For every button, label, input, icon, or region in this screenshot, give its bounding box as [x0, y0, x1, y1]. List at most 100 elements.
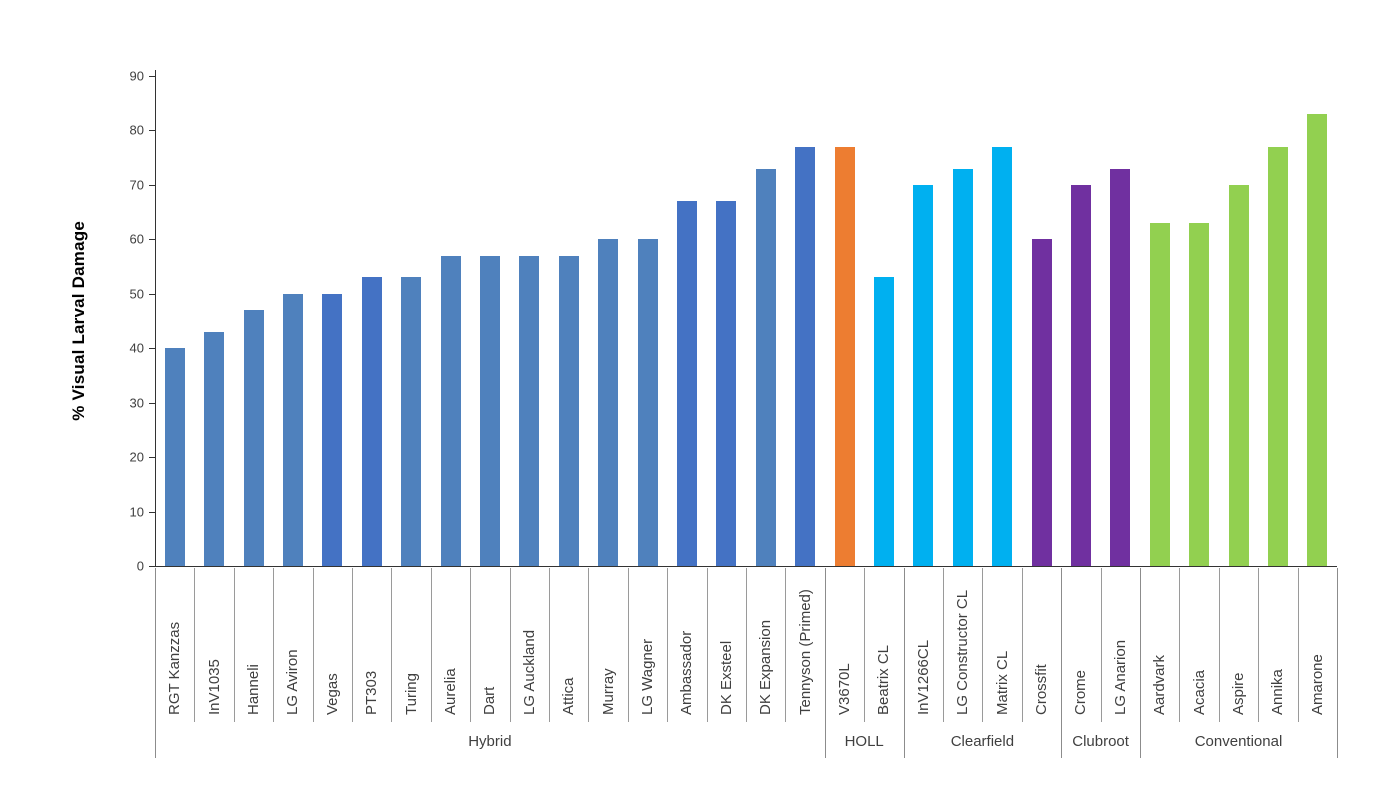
category-label-text: DK Exsteel — [717, 640, 735, 715]
y-tick-label: 40 — [129, 340, 144, 356]
bar — [1267, 146, 1288, 566]
category-label: Beatrix CL — [864, 568, 903, 722]
bar — [676, 201, 697, 566]
group-boundary-line — [824, 568, 826, 758]
category-label: LG Auckland — [510, 568, 549, 722]
category-label: Annika — [1258, 568, 1297, 722]
category-label: Dart — [470, 568, 509, 722]
category-label: Crossfit — [1022, 568, 1061, 722]
bar — [873, 277, 894, 566]
y-tick-label: 30 — [129, 395, 144, 411]
category-separator — [509, 568, 511, 722]
y-tick-mark — [149, 293, 155, 295]
category-label: Aspire — [1219, 568, 1258, 722]
bar — [519, 255, 540, 566]
bar — [1031, 239, 1052, 566]
y-tick-mark — [149, 457, 155, 459]
y-tick-mark — [149, 566, 155, 567]
bar — [913, 184, 934, 566]
y-tick-label: 60 — [129, 231, 144, 247]
category-label-text: Turing — [402, 673, 420, 715]
bar — [1189, 223, 1210, 566]
category-label-text: Aardvark — [1151, 654, 1169, 715]
category-separator — [273, 568, 275, 722]
category-label-text: InV1266CL — [914, 639, 932, 715]
bar — [952, 168, 973, 566]
bar — [992, 146, 1013, 566]
y-tick-mark — [149, 130, 155, 132]
bar — [282, 293, 303, 566]
bar — [164, 348, 185, 566]
group-label: Hybrid — [468, 733, 512, 750]
y-tick-label: 50 — [129, 286, 144, 302]
y-axis-line — [155, 70, 156, 567]
y-tick-label: 80 — [129, 122, 144, 138]
y-tick-mark — [149, 184, 155, 186]
category-label: Attica — [549, 568, 588, 722]
group-boundary-line — [903, 568, 905, 758]
y-tick-label: 10 — [129, 504, 144, 520]
group-boundary-line — [155, 568, 156, 758]
bar — [1228, 184, 1249, 566]
category-label-text: Murray — [599, 668, 617, 715]
bar — [1110, 168, 1131, 566]
category-label: Aurelia — [431, 568, 470, 722]
bar — [795, 146, 816, 566]
category-label: DK Exsteel — [707, 568, 746, 722]
category-label-text: Dart — [481, 686, 499, 715]
category-separator — [1179, 568, 1181, 722]
category-label-text: Tennyson (Primed) — [796, 589, 814, 715]
category-label: Acacia — [1179, 568, 1218, 722]
category-separator — [943, 568, 944, 722]
category-separator — [549, 568, 550, 722]
category-label-text: Ambassador — [678, 630, 696, 715]
group-label: Clearfield — [950, 733, 1015, 750]
category-label: V3670L — [825, 568, 864, 722]
category-label-text: PT303 — [363, 670, 381, 715]
category-label: RGT Kanzzas — [155, 568, 194, 722]
category-separator — [627, 568, 629, 722]
y-axis-title-text: % Visual Larval Damage — [69, 221, 88, 421]
y-tick-mark — [149, 348, 155, 350]
category-label: Amarone — [1298, 568, 1337, 722]
category-separator — [785, 568, 787, 722]
bar — [834, 146, 855, 566]
y-tick-mark — [149, 239, 155, 241]
bar — [440, 255, 461, 566]
category-label: DK Expansion — [746, 568, 785, 722]
category-label-text: Crossfit — [1032, 664, 1050, 715]
category-label: LG Wagner — [628, 568, 667, 722]
category-label-text: RGT Kanzzas — [166, 621, 184, 715]
category-label-text: InV1035 — [205, 659, 223, 715]
category-separator — [312, 568, 314, 722]
y-axis-title: % Visual Larval Damage — [62, 76, 96, 566]
category-label-text: Aurelia — [441, 668, 459, 715]
category-label-text: Hanneli — [244, 664, 262, 715]
x-axis-line — [155, 566, 1337, 567]
category-label: PT303 — [352, 568, 391, 722]
bar — [1070, 184, 1091, 566]
group-label: Conventional — [1194, 733, 1283, 750]
category-label-text: LG Auckland — [520, 629, 538, 715]
category-label-text: LG Constructor CL — [954, 589, 972, 715]
category-separator — [588, 568, 590, 722]
bar — [322, 293, 343, 566]
category-label: Hanneli — [234, 568, 273, 722]
category-label-text: Beatrix CL — [875, 644, 893, 715]
category-separator — [391, 568, 393, 722]
category-label-text: LG Anarion — [1111, 639, 1129, 715]
category-separator — [864, 568, 866, 722]
group-label: HOLL — [844, 733, 884, 750]
category-label-text: Attica — [560, 677, 578, 715]
category-label-text: Aspire — [1229, 672, 1247, 715]
category-separator — [1218, 568, 1220, 722]
category-separator — [1297, 568, 1299, 722]
category-label-text: LG Wagner — [638, 638, 656, 715]
category-label-text: Annika — [1269, 669, 1287, 715]
category-label: LG Constructor CL — [943, 568, 982, 722]
category-label: Murray — [588, 568, 627, 722]
category-separator — [430, 568, 432, 722]
category-label-text: Vegas — [323, 673, 341, 715]
y-tick-label: 90 — [129, 68, 144, 84]
category-label: LG Anarion — [1101, 568, 1140, 722]
